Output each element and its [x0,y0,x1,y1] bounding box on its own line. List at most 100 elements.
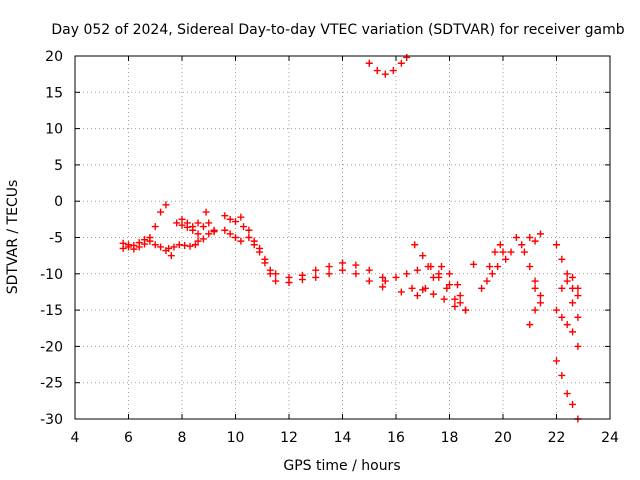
x-tick-label: 6 [124,430,133,446]
data-point [157,208,165,216]
data-point [419,286,427,294]
data-point [186,242,194,250]
data-point [392,273,400,281]
data-point [325,263,333,271]
series-arc-25 [502,248,515,263]
data-point [165,244,173,252]
data-point [365,266,373,274]
data-point [298,276,306,284]
x-tick-label: 12 [280,430,298,446]
data-point [456,299,464,307]
data-point [183,219,191,227]
x-tick-label: 20 [494,430,512,446]
data-point [285,279,293,287]
data-point [199,235,207,243]
data-point [478,284,486,292]
series-arc-03 [146,201,170,245]
x-tick-label: 4 [71,430,80,446]
data-point [446,270,453,278]
axis-ticks: 4 6 8 10 12 14 16 18 20 22 24 -30 -25 -20 -15 -10 -5 0 5 10… [40,49,619,446]
series-arc-15 [272,266,387,291]
data-point [574,313,582,321]
data-point [365,277,373,285]
data-point [181,241,189,249]
data-point [563,277,571,285]
y-tick-label: -20 [40,339,63,355]
data-point [451,302,459,310]
data-point [569,400,577,408]
series-arc-26 [512,234,526,249]
data-point [381,277,389,285]
data-point [526,234,534,241]
series-arc-31 [553,241,582,300]
data-point [536,292,544,300]
data-point [191,241,199,249]
data-point [272,270,280,278]
y-tick-label: -30 [40,412,63,428]
x-tick-label: 18 [441,430,459,446]
data-point [141,240,149,248]
data-point [451,295,459,303]
data-point [446,281,453,289]
data-point [569,299,577,307]
data-point [339,266,346,274]
data-point [553,241,560,249]
data-point [494,263,502,271]
data-point [574,292,582,300]
data-point [456,292,464,300]
data-point [373,67,381,75]
data-point [194,230,202,238]
data-point [403,270,411,278]
data-point [240,223,248,231]
data-point [202,208,210,216]
data-point [526,263,534,271]
data-point [408,284,416,292]
grid-lines [75,56,610,419]
data-point [135,243,143,251]
y-axis-label: SDTVAR / TECUs [5,180,21,295]
series-arc-09 [199,219,218,234]
data-point [339,259,346,267]
chart-title: Day 052 of 2024, Sidereal Day-to-day VTE… [51,22,624,38]
series-arc-19 [413,263,462,300]
data-point [536,230,544,238]
data-point [563,270,571,278]
series-arc-13 [245,234,274,278]
data-point [462,306,470,314]
x-tick-label: 8 [178,430,187,446]
data-point [352,270,360,278]
series-arc-17 [381,263,464,300]
data-point [574,284,582,292]
data-point [491,248,499,256]
data-point [496,241,504,249]
series-arc-24 [486,241,504,271]
data-point [531,306,539,314]
data-point [175,241,183,249]
data-point [119,239,127,247]
data-point [173,219,181,227]
data-point [569,273,577,281]
data-point [199,223,207,231]
data-point [502,255,510,263]
data-point [470,260,478,268]
data-point [352,261,360,269]
data-point [574,342,582,350]
data-point [569,328,577,336]
data-point [499,248,507,256]
data-point [389,67,397,75]
series-arc-05 [165,241,199,252]
data-point [558,284,566,292]
y-tick-label: -15 [40,303,63,319]
data-point [189,223,197,231]
series-arc-23 [478,248,507,292]
data-point [162,201,170,209]
data-point [157,243,165,251]
data-point [518,241,526,249]
data-point [427,263,435,271]
data-point [563,321,571,329]
x-tick-label: 24 [601,430,619,446]
data-point [437,263,445,271]
series-arc-08 [194,228,218,245]
